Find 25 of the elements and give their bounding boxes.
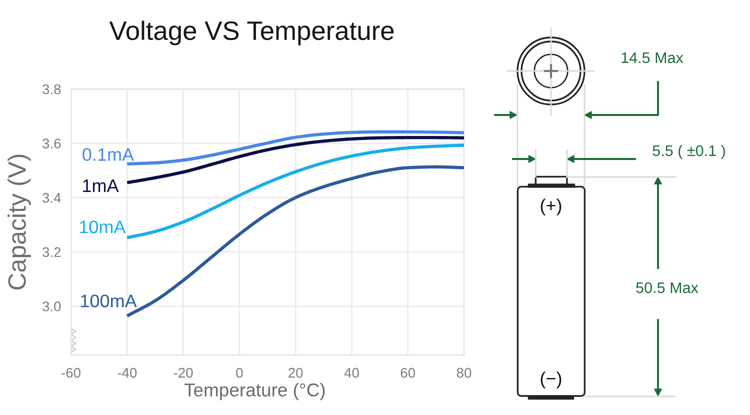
y-axis-title: Capacity (V)	[8, 154, 31, 290]
y-tick-label: 3.0	[42, 301, 61, 312]
x-tick-label: -60	[62, 368, 80, 378]
y-tick-label: 3.6	[42, 138, 61, 148]
x-tick-label: 80	[456, 368, 472, 378]
series-label: 1mA	[83, 180, 119, 192]
text: 5.5 ( ±0.1 )	[652, 144, 725, 160]
series-label: 10mA	[80, 220, 126, 234]
text: 50.5 Max	[636, 282, 698, 294]
x-tick-label: 0	[236, 368, 243, 378]
x-tick-label: -20	[174, 368, 193, 378]
series-label: 0.1mA	[82, 148, 134, 161]
y-tick-label: 3.2	[42, 247, 61, 258]
y-tick-label: 3.8	[42, 84, 61, 94]
text: 14.5 Max	[622, 52, 684, 64]
x-tick-label: -40	[118, 368, 137, 378]
x-tick-label: 40	[344, 368, 359, 378]
chart-title: Voltage VS Temperature	[109, 20, 394, 46]
x-tick-label: 20	[288, 368, 303, 378]
x-tick-label: 60	[400, 368, 416, 378]
text: (+)	[540, 198, 562, 216]
series-label: 100mA	[81, 294, 137, 308]
x-axis-title: Temperature (°C)	[184, 382, 325, 400]
y-tick-label: 3.4	[42, 192, 61, 203]
text: (−)	[540, 372, 562, 388]
